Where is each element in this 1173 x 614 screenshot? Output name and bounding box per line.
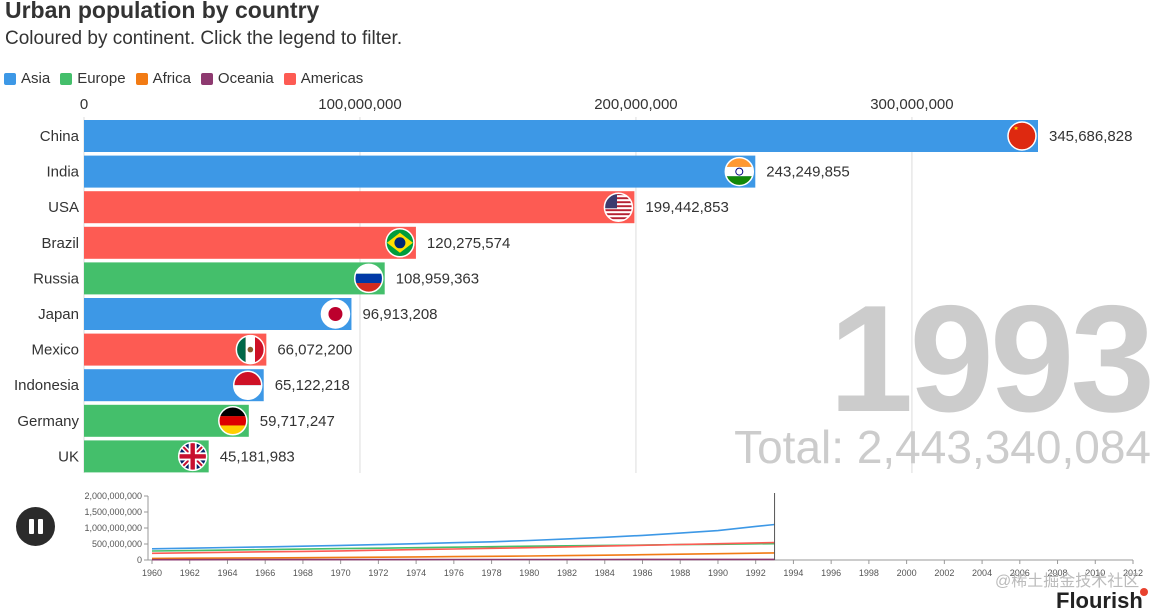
category-label-japan: Japan [38, 306, 79, 323]
x-tick-label: 100,000,000 [318, 96, 401, 113]
legend-swatch-oceania [201, 73, 213, 85]
x-tick-label: 1968 [293, 568, 313, 578]
bar-japan [84, 298, 351, 330]
category-label-india: India [46, 164, 79, 181]
legend-item-africa[interactable]: Africa [136, 70, 191, 87]
uk-flag-icon [179, 442, 207, 470]
x-tick-label: 1978 [482, 568, 502, 578]
bar-china [84, 120, 1038, 152]
category-label-uk: UK [58, 448, 79, 465]
value-label-uk: 45,181,983 [220, 448, 295, 465]
x-tick-label: 1962 [180, 568, 200, 578]
x-tick-label: 1982 [557, 568, 577, 578]
legend-label-oceania: Oceania [218, 70, 274, 87]
category-label-indonesia: Indonesia [14, 377, 80, 394]
flourish-logo-dot [1140, 588, 1148, 596]
x-tick-label: 1986 [632, 568, 652, 578]
chart-title: Urban population by country [5, 0, 319, 24]
y-tick-label: 2,000,000,000 [84, 491, 142, 501]
legend-item-oceania[interactable]: Oceania [201, 70, 274, 87]
year-display: 1993 [829, 283, 1151, 435]
bar-india [84, 156, 755, 188]
japan-flag-icon [321, 300, 349, 328]
x-tick-label: 1984 [595, 568, 615, 578]
legend-item-asia[interactable]: Asia [4, 70, 50, 87]
flourish-logo[interactable]: Flourish [1056, 588, 1143, 614]
category-label-mexico: Mexico [31, 342, 79, 359]
value-label-mexico: 66,072,200 [277, 342, 352, 359]
value-label-usa: 199,442,853 [645, 199, 728, 216]
legend-label-africa: Africa [153, 70, 191, 87]
category-label-brazil: Brazil [41, 235, 79, 252]
y-tick-label: 1,500,000,000 [84, 507, 142, 517]
category-label-china: China [40, 128, 80, 145]
y-tick-label: 500,000,000 [92, 539, 142, 549]
value-label-china: 345,686,828 [1049, 128, 1132, 145]
x-tick-label: 300,000,000 [870, 96, 953, 113]
x-tick-label: 1996 [821, 568, 841, 578]
legend-label-americas: Americas [301, 70, 364, 87]
x-tick-label: 2004 [972, 568, 992, 578]
legend-swatch-asia [4, 73, 16, 85]
x-tick-label: 1980 [519, 568, 539, 578]
x-tick-label: 1966 [255, 568, 275, 578]
value-label-japan: 96,913,208 [362, 306, 437, 323]
x-tick-label: 0 [80, 96, 88, 113]
chart-subtitle: Coloured by continent. Click the legend … [5, 28, 402, 50]
x-tick-label: 1964 [217, 568, 237, 578]
x-tick-label: 1992 [746, 568, 766, 578]
x-tick-label: 1976 [444, 568, 464, 578]
x-tick-label: 2002 [934, 568, 954, 578]
legend-swatch-americas [284, 73, 296, 85]
indonesia-flag-icon [234, 371, 262, 399]
x-tick-label: 1998 [859, 568, 879, 578]
value-label-germany: 59,717,247 [260, 413, 335, 430]
usa-flag-icon [604, 193, 632, 221]
x-tick-label: 1970 [331, 568, 351, 578]
category-label-usa: USA [48, 199, 79, 216]
series-line-africa [152, 553, 775, 559]
total-display: Total: 2,443,340,084 [734, 424, 1151, 470]
russia-flag-icon [355, 264, 383, 293]
value-label-brazil: 120,275,574 [427, 235, 510, 252]
legend-swatch-europe [60, 73, 72, 85]
x-tick-label: 1960 [142, 568, 162, 578]
x-tick-label: 1974 [406, 568, 426, 578]
germany-flag-icon [219, 407, 247, 436]
x-tick-label: 200,000,000 [594, 96, 677, 113]
legend-item-europe[interactable]: Europe [60, 70, 125, 87]
legend-item-americas[interactable]: Americas [284, 70, 364, 87]
china-flag-icon [1008, 122, 1036, 150]
value-label-india: 243,249,855 [766, 164, 849, 181]
bar-brazil [84, 227, 416, 259]
india-flag-icon [725, 158, 753, 187]
y-tick-label: 0 [137, 555, 142, 565]
x-tick-label: 1990 [708, 568, 728, 578]
bar-usa [84, 191, 634, 223]
x-tick-label: 1994 [783, 568, 803, 578]
legend-label-europe: Europe [77, 70, 125, 87]
mexico-flag-icon [236, 336, 265, 364]
brazil-flag-icon [386, 229, 414, 257]
bar-russia [84, 262, 385, 294]
value-label-russia: 108,959,363 [396, 270, 479, 287]
x-tick-label: 1988 [670, 568, 690, 578]
legend: Asia Europe Africa Oceania Americas [4, 70, 363, 87]
x-tick-label: 1972 [368, 568, 388, 578]
legend-label-asia: Asia [21, 70, 50, 87]
y-tick-label: 1,000,000,000 [84, 523, 142, 533]
value-label-indonesia: 65,122,218 [275, 377, 350, 394]
category-label-germany: Germany [17, 413, 79, 430]
legend-swatch-africa [136, 73, 148, 85]
category-label-russia: Russia [33, 270, 80, 287]
x-tick-label: 2000 [897, 568, 917, 578]
